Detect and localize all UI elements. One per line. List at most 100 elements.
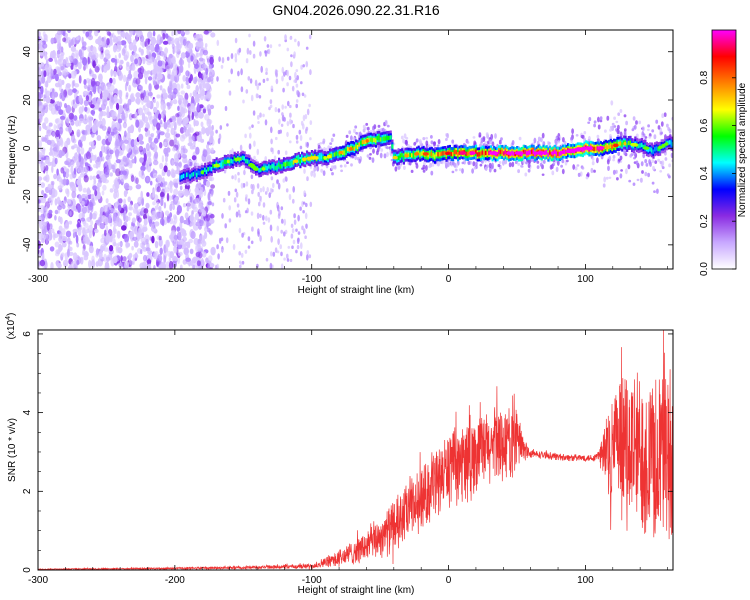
noise-speck bbox=[649, 161, 652, 167]
noise-speck bbox=[93, 179, 97, 185]
noise-speck bbox=[262, 78, 266, 83]
ridge-core bbox=[282, 162, 286, 167]
noise-speck bbox=[299, 206, 302, 211]
noise-speck bbox=[76, 259, 80, 266]
noise-speck bbox=[118, 52, 121, 59]
noise-speck bbox=[159, 36, 164, 44]
noise-speck bbox=[431, 164, 435, 167]
noise-speck bbox=[90, 104, 95, 109]
noise-speck bbox=[580, 134, 584, 139]
noise-speck bbox=[111, 233, 116, 239]
noise-speck bbox=[447, 161, 450, 168]
noise-speck bbox=[257, 115, 260, 120]
noise-speck bbox=[56, 105, 61, 112]
noise-speck bbox=[269, 262, 273, 269]
noise-speck bbox=[511, 161, 515, 168]
noise-speck bbox=[84, 130, 88, 136]
noise-speck bbox=[638, 120, 642, 125]
noise-speck bbox=[660, 121, 664, 127]
ridge-core bbox=[647, 147, 650, 153]
noise-speck bbox=[286, 47, 290, 52]
noise-speck bbox=[641, 170, 644, 174]
noise-speck bbox=[154, 221, 160, 227]
noise-speck bbox=[83, 166, 89, 173]
noise-speck bbox=[51, 165, 54, 174]
noise-speck bbox=[114, 201, 118, 210]
noise-speck bbox=[178, 117, 182, 126]
noise-speck bbox=[160, 93, 164, 102]
noise-speck bbox=[188, 106, 192, 111]
noise-speck bbox=[98, 73, 103, 82]
noise-speck bbox=[309, 120, 313, 125]
noise-speck bbox=[190, 103, 195, 109]
noise-speck bbox=[164, 132, 171, 139]
noise-speck bbox=[163, 255, 167, 264]
noise-speck bbox=[173, 188, 179, 196]
noise-speck bbox=[167, 36, 173, 42]
ridge-core bbox=[268, 164, 271, 169]
ridge-core bbox=[502, 151, 506, 156]
snr-scale-prefix: (x10 bbox=[6, 319, 17, 339]
noise-speck bbox=[70, 46, 76, 52]
ridge-core bbox=[205, 169, 208, 174]
noise-speck bbox=[128, 84, 132, 93]
noise-speck bbox=[236, 203, 240, 208]
noise-speck bbox=[59, 216, 63, 225]
noise-speck bbox=[83, 84, 88, 90]
noise-speck bbox=[133, 203, 139, 210]
noise-speck bbox=[525, 161, 528, 165]
noise-speck bbox=[281, 104, 285, 110]
noise-speck bbox=[195, 251, 201, 258]
snr-series bbox=[38, 330, 673, 570]
noise-speck bbox=[539, 162, 543, 167]
noise-speck bbox=[623, 128, 627, 132]
ridge-core bbox=[484, 150, 488, 156]
noise-speck bbox=[508, 162, 512, 168]
ridge-core bbox=[232, 159, 235, 164]
noise-speck bbox=[298, 129, 302, 135]
noise-speck bbox=[217, 138, 221, 145]
noise-speck bbox=[158, 235, 162, 241]
noise-speck bbox=[270, 236, 274, 243]
noise-speck bbox=[189, 127, 194, 133]
noise-speck bbox=[56, 168, 59, 176]
noise-speck bbox=[50, 50, 55, 59]
noise-speck bbox=[574, 166, 578, 171]
noise-speck bbox=[204, 43, 208, 48]
noise-speck bbox=[48, 122, 53, 127]
ridge-core bbox=[222, 161, 225, 167]
noise-speck bbox=[152, 80, 157, 86]
noise-speck bbox=[56, 51, 60, 59]
ridge-core bbox=[585, 145, 588, 150]
noise-speck bbox=[46, 222, 50, 231]
noise-speck bbox=[270, 138, 273, 145]
noise-speck bbox=[238, 251, 241, 256]
noise-speck bbox=[65, 83, 71, 89]
spectrogram-y-axis-label: Frequency (Hz) bbox=[7, 116, 18, 185]
noise-speck bbox=[238, 47, 242, 53]
noise-speck bbox=[619, 155, 623, 160]
noise-speck bbox=[436, 144, 440, 147]
noise-speck bbox=[300, 242, 303, 250]
noise-speck bbox=[112, 77, 116, 85]
ridge-peak bbox=[539, 151, 545, 155]
noise-speck bbox=[184, 212, 189, 220]
noise-speck bbox=[425, 140, 429, 146]
noise-speck bbox=[161, 155, 165, 163]
noise-speck bbox=[90, 154, 97, 161]
noise-speck bbox=[51, 181, 54, 190]
noise-speck bbox=[120, 162, 125, 170]
noise-speck bbox=[276, 225, 280, 232]
noise-speck bbox=[270, 176, 274, 181]
ridge-peak bbox=[261, 167, 266, 171]
noise-speck bbox=[128, 41, 134, 51]
noise-speck bbox=[39, 259, 46, 267]
noise-speck bbox=[467, 160, 471, 166]
ridge-core bbox=[356, 144, 359, 150]
noise-speck bbox=[244, 133, 247, 139]
noise-speck bbox=[299, 134, 303, 141]
noise-speck bbox=[81, 200, 85, 206]
noise-speck bbox=[188, 238, 193, 244]
noise-speck bbox=[453, 162, 457, 169]
noise-speck bbox=[163, 165, 168, 173]
